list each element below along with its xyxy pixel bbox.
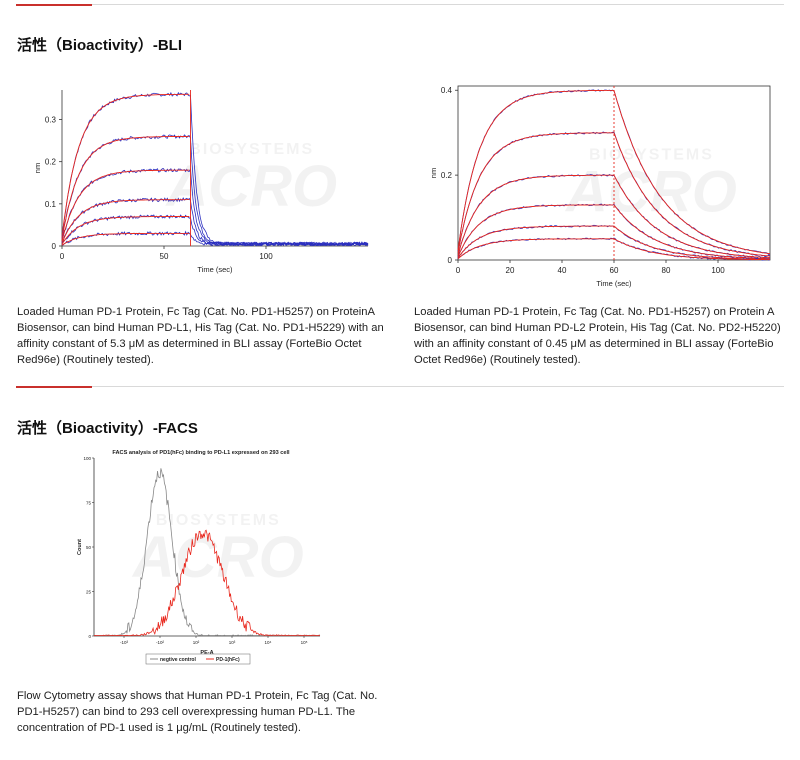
y-axis-label: nm bbox=[429, 168, 438, 178]
y-tick-label: 100 bbox=[83, 456, 91, 461]
x-tick-label: -10² bbox=[156, 640, 165, 645]
y-tick-label: 0 bbox=[88, 634, 91, 639]
section-accent-line bbox=[16, 4, 92, 6]
x-tick-label: 100 bbox=[259, 252, 273, 261]
x-tick-label: 10³ bbox=[229, 640, 236, 645]
sensorgram-fit-curve bbox=[61, 216, 190, 245]
histogram-curve bbox=[93, 529, 321, 637]
sensorgram-fit-curve bbox=[61, 169, 190, 242]
bli-left-caption: Loaded Human PD-1 Protein, Fc Tag (Cat. … bbox=[17, 306, 384, 366]
sensorgram-data-curve bbox=[61, 214, 369, 247]
x-tick-label: 0 bbox=[456, 266, 461, 275]
y-axis-label: Count bbox=[77, 539, 83, 555]
y-tick-label: 75 bbox=[86, 501, 92, 506]
y-axis-label: nm bbox=[33, 163, 42, 173]
sensorgram-data-curve bbox=[61, 230, 369, 247]
bli-right-caption: Loaded Human PD-1 Protein, Fc Tag (Cat. … bbox=[414, 306, 781, 366]
x-tick-label: 80 bbox=[662, 266, 671, 275]
y-tick-label: 25 bbox=[86, 590, 92, 595]
bli-section-title: 活性（Bioactivity）-BLI bbox=[17, 37, 183, 54]
y-tick-label: 0.2 bbox=[45, 158, 57, 167]
x-tick-label: 40 bbox=[558, 266, 567, 275]
y-tick-label: 0 bbox=[52, 242, 57, 251]
x-tick-label: 0 bbox=[60, 252, 65, 261]
sensorgram-fit-curve bbox=[61, 135, 190, 240]
x-axis-label: Time (sec) bbox=[197, 265, 233, 274]
x-axis-label: Time (sec) bbox=[596, 279, 632, 288]
sensorgram-fit-curve bbox=[457, 204, 771, 260]
legend-box bbox=[145, 653, 251, 665]
sensorgram-fit-curve bbox=[61, 93, 190, 238]
x-axis-label: PE-A bbox=[200, 650, 213, 656]
x-tick-label: 100 bbox=[711, 266, 725, 275]
y-tick-label: 0.4 bbox=[441, 86, 453, 95]
legend-label: PD-1(hFc) bbox=[216, 657, 240, 663]
x-tick-label: 10² bbox=[193, 640, 200, 645]
y-tick-label: 0.1 bbox=[45, 200, 57, 209]
x-tick-label: 20 bbox=[506, 266, 515, 275]
legend-label: negtive control bbox=[160, 657, 196, 663]
x-tick-label: 50 bbox=[160, 252, 169, 261]
y-tick-label: 0.2 bbox=[441, 171, 453, 180]
sensorgram-fit-curve bbox=[61, 199, 190, 244]
y-tick-label: 0 bbox=[448, 256, 453, 265]
facs-caption: Flow Cytometry assay shows that Human PD… bbox=[17, 690, 378, 734]
y-tick-label: 0.3 bbox=[45, 116, 57, 125]
watermark-text: BIOSYSTEMS bbox=[156, 512, 281, 529]
section-accent-line bbox=[16, 386, 92, 388]
x-tick-label: 10⁵ bbox=[301, 640, 308, 645]
watermark-text: BIOSYSTEMS bbox=[589, 147, 714, 164]
section-divider bbox=[92, 4, 784, 5]
sensorgram-fit-curve bbox=[457, 132, 771, 257]
x-tick-label: -10³ bbox=[120, 640, 129, 645]
x-tick-label: 10⁴ bbox=[265, 640, 272, 645]
facs-section-title: 活性（Bioactivity）-FACS bbox=[17, 420, 198, 437]
watermark-logo: ACRO bbox=[564, 160, 737, 225]
section-divider bbox=[92, 386, 784, 387]
x-tick-label: 60 bbox=[610, 266, 619, 275]
watermark-text: BIOSYSTEMS bbox=[189, 141, 314, 158]
y-tick-label: 50 bbox=[86, 545, 92, 550]
sensorgram-fit-curve bbox=[61, 232, 190, 246]
watermark-logo: ACRO bbox=[164, 154, 337, 219]
facs-chart-title: FACS analysis of PD1(hFc) binding to PD-… bbox=[112, 450, 290, 456]
